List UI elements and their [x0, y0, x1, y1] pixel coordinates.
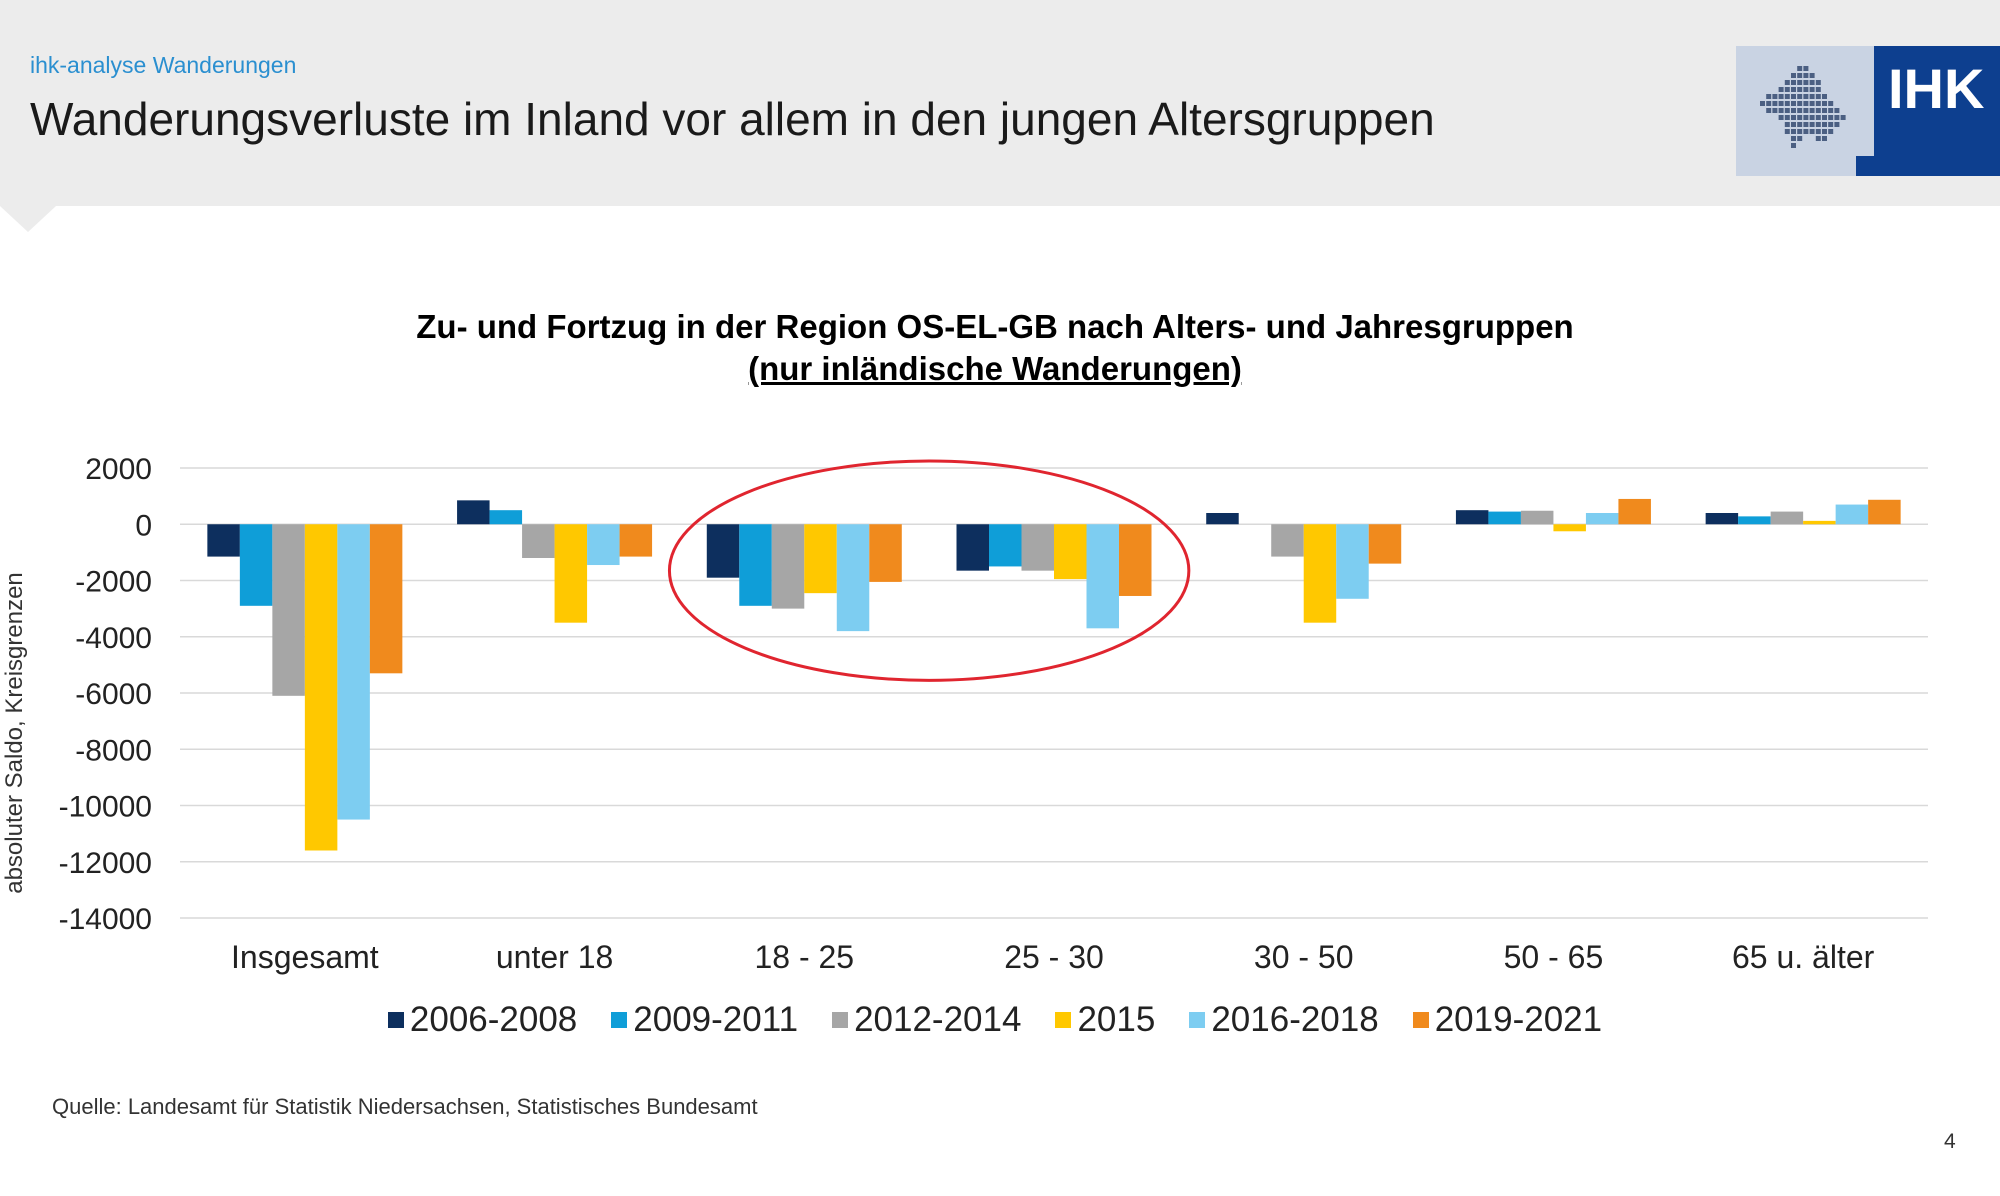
- y-tick-label: -14000: [59, 903, 152, 936]
- bar: [1705, 513, 1739, 525]
- bar: [1455, 510, 1489, 525]
- page-number: 4: [1944, 1130, 1956, 1153]
- legend-swatch: [387, 1012, 404, 1028]
- ihk-logo-graphic: IHK: [1736, 46, 2000, 176]
- legend-swatch: [1189, 1012, 1206, 1028]
- chart-subtitle: (nur inländische Wanderungen): [748, 350, 1242, 387]
- bar: [1119, 524, 1152, 596]
- bar: [1553, 524, 1586, 532]
- x-tick-label: Insgesamt: [231, 939, 379, 975]
- legend-label: 2006-2008: [409, 1000, 578, 1039]
- y-tick-label: -4000: [75, 622, 152, 655]
- bar: [1585, 513, 1619, 525]
- x-tick-label: unter 18: [496, 939, 613, 975]
- bar: [989, 524, 1022, 567]
- y-tick-label: -12000: [59, 847, 152, 880]
- section-kicker: ihk-analyse Wanderungen: [30, 52, 297, 78]
- y-tick-label: -2000: [75, 566, 152, 599]
- bar: [369, 524, 403, 674]
- bar: [1488, 511, 1521, 525]
- bar: [836, 524, 870, 632]
- bar: [771, 524, 805, 609]
- bar: [804, 524, 837, 594]
- y-tick-label: -8000: [75, 734, 152, 767]
- legend-swatch: [1412, 1012, 1429, 1028]
- bar: [956, 524, 989, 571]
- x-tick-label: 65 u. älter: [1732, 939, 1875, 975]
- bar: [239, 524, 273, 606]
- bar: [304, 524, 338, 851]
- x-tick-label: 30 - 50: [1254, 939, 1354, 975]
- bar: [522, 524, 555, 558]
- legend-item: 2009-2011: [611, 1000, 798, 1040]
- bar: [272, 524, 305, 696]
- bar: [457, 500, 490, 525]
- y-tick-label: -6000: [75, 678, 152, 711]
- bar: [1520, 510, 1554, 525]
- legend-item: 2015: [1055, 1000, 1155, 1040]
- legend-item: 2006-2008: [387, 1000, 578, 1040]
- legend-label: 2009-2011: [633, 1000, 799, 1039]
- y-axis-label: absoluter Saldo, Kreisgrenzen: [1, 572, 28, 894]
- header-band: [0, 0, 2000, 206]
- bar: [1868, 499, 1901, 525]
- lower-saxony-map-icon: [1760, 66, 1846, 148]
- y-tick-label: 2000: [85, 453, 152, 486]
- bar: [739, 524, 772, 606]
- bar: [706, 524, 740, 578]
- legend-label: 2016-2018: [1211, 1000, 1379, 1039]
- bar-chart: 2000 0 -2000 -4000 -6000 -8000 -10000 -12000 -14…: [1, 453, 1928, 975]
- chart-title: Zu- und Fortzug in der Region OS-EL-GB n…: [416, 308, 1574, 345]
- legend-label: 2012-2014: [854, 1000, 1022, 1039]
- legend-label: 2015: [1077, 1000, 1156, 1039]
- source-note: Quelle: Landesamt für Statistik Niedersa…: [52, 1094, 758, 1119]
- legend-item: 2012-2014: [832, 1000, 1021, 1040]
- bar: [554, 524, 588, 623]
- y-tick-label: -10000: [59, 791, 152, 824]
- chart-title-block: Zu- und Fortzug in der Region OS-EL-GB n…: [0, 306, 1990, 390]
- header-notch: [0, 206, 56, 232]
- bar: [337, 524, 370, 820]
- bar: [869, 524, 902, 582]
- bar: [1206, 513, 1239, 525]
- bar: [489, 510, 523, 525]
- x-tick-label: 25 - 30: [1004, 939, 1104, 975]
- legend-item: 2016-2018: [1189, 1000, 1379, 1040]
- ihk-logo: IHK: [1736, 46, 2000, 176]
- legend-swatch: [1055, 1012, 1072, 1028]
- bar: [1803, 520, 1836, 525]
- bar: [1336, 524, 1369, 599]
- legend-swatch: [832, 1012, 849, 1028]
- bar: [1368, 524, 1402, 564]
- bar: [619, 524, 653, 557]
- bar: [207, 524, 240, 557]
- legend-swatch: [611, 1012, 628, 1028]
- x-tick-label: 18 - 25: [754, 939, 854, 975]
- page-title: Wanderungsverluste im Inland vor allem i…: [30, 93, 1435, 145]
- logo-text: IHK: [1888, 57, 1984, 120]
- legend-label: 2019-2021: [1434, 1000, 1603, 1039]
- bar: [1086, 524, 1119, 629]
- bar: [1835, 504, 1869, 525]
- x-tick-label: 50 - 65: [1504, 939, 1604, 975]
- bar: [1738, 516, 1771, 525]
- y-tick-label: 0: [135, 509, 152, 542]
- bar: [1303, 524, 1337, 623]
- chart-legend: 2006-2008 2009-2011 2012-2014 2015 2016-2018…: [0, 1000, 1990, 1040]
- bar: [1054, 524, 1087, 580]
- bar: [1770, 511, 1804, 525]
- legend-item: 2019-2021: [1412, 1000, 1603, 1040]
- bar: [1271, 524, 1304, 557]
- bar: [1021, 524, 1054, 571]
- bar: [587, 524, 620, 566]
- highlight-ellipse: [667, 459, 1191, 682]
- bar: [1618, 498, 1651, 525]
